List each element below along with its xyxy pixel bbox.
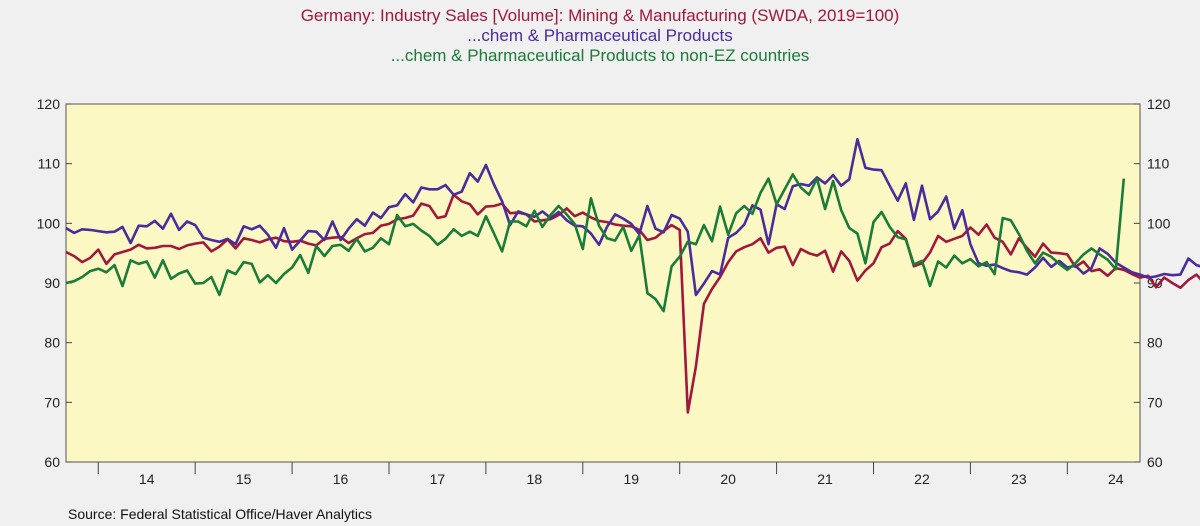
y-tick-label-right: 60 (1147, 454, 1163, 470)
chart-titles: Germany: Industry Sales [Volume]: Mining… (0, 6, 1200, 66)
series-line-1 (65, 193, 1200, 414)
chart-subtitle-1: ...chem & Pharmaceutical Products (467, 26, 733, 45)
x-tick-label: 24 (1108, 471, 1124, 487)
chart-subtitle-2: ...chem & Pharmaceutical Products to non… (390, 46, 810, 65)
y-tick-label-left: 90 (44, 275, 60, 291)
y-tick-label-left: 80 (44, 335, 60, 351)
y-tick-label-left: 120 (37, 96, 61, 112)
y-tick-label-left: 100 (37, 215, 61, 231)
x-tick-label: 15 (236, 471, 252, 487)
x-tick-label: 16 (333, 471, 349, 487)
x-tick-label: 17 (430, 471, 446, 487)
y-tick-label-right: 120 (1147, 96, 1171, 112)
x-tick-label: 14 (139, 471, 155, 487)
y-tick-label-left: 110 (38, 156, 61, 172)
y-tick-label-left: 60 (44, 454, 60, 470)
x-tick-label: 23 (1011, 471, 1027, 487)
x-tick-label: 20 (720, 471, 736, 487)
y-tick-label-left: 70 (44, 394, 60, 410)
y-tick-label-right: 110 (1147, 156, 1170, 172)
y-tick-label-right: 100 (1147, 215, 1171, 231)
y-tick-label-right: 80 (1147, 335, 1163, 351)
chart-title: Germany: Industry Sales [Volume]: Mining… (300, 6, 900, 25)
y-tick-label-right: 70 (1147, 394, 1163, 410)
x-tick-label: 19 (623, 471, 639, 487)
x-tick-label: 22 (914, 471, 930, 487)
source-note: Source: Federal Statistical Office/Haver… (68, 506, 372, 522)
series-line-3 (65, 173, 1126, 313)
plot-area (65, 103, 1141, 463)
x-tick-label: 21 (817, 471, 833, 487)
x-tick-label: 18 (527, 471, 543, 487)
